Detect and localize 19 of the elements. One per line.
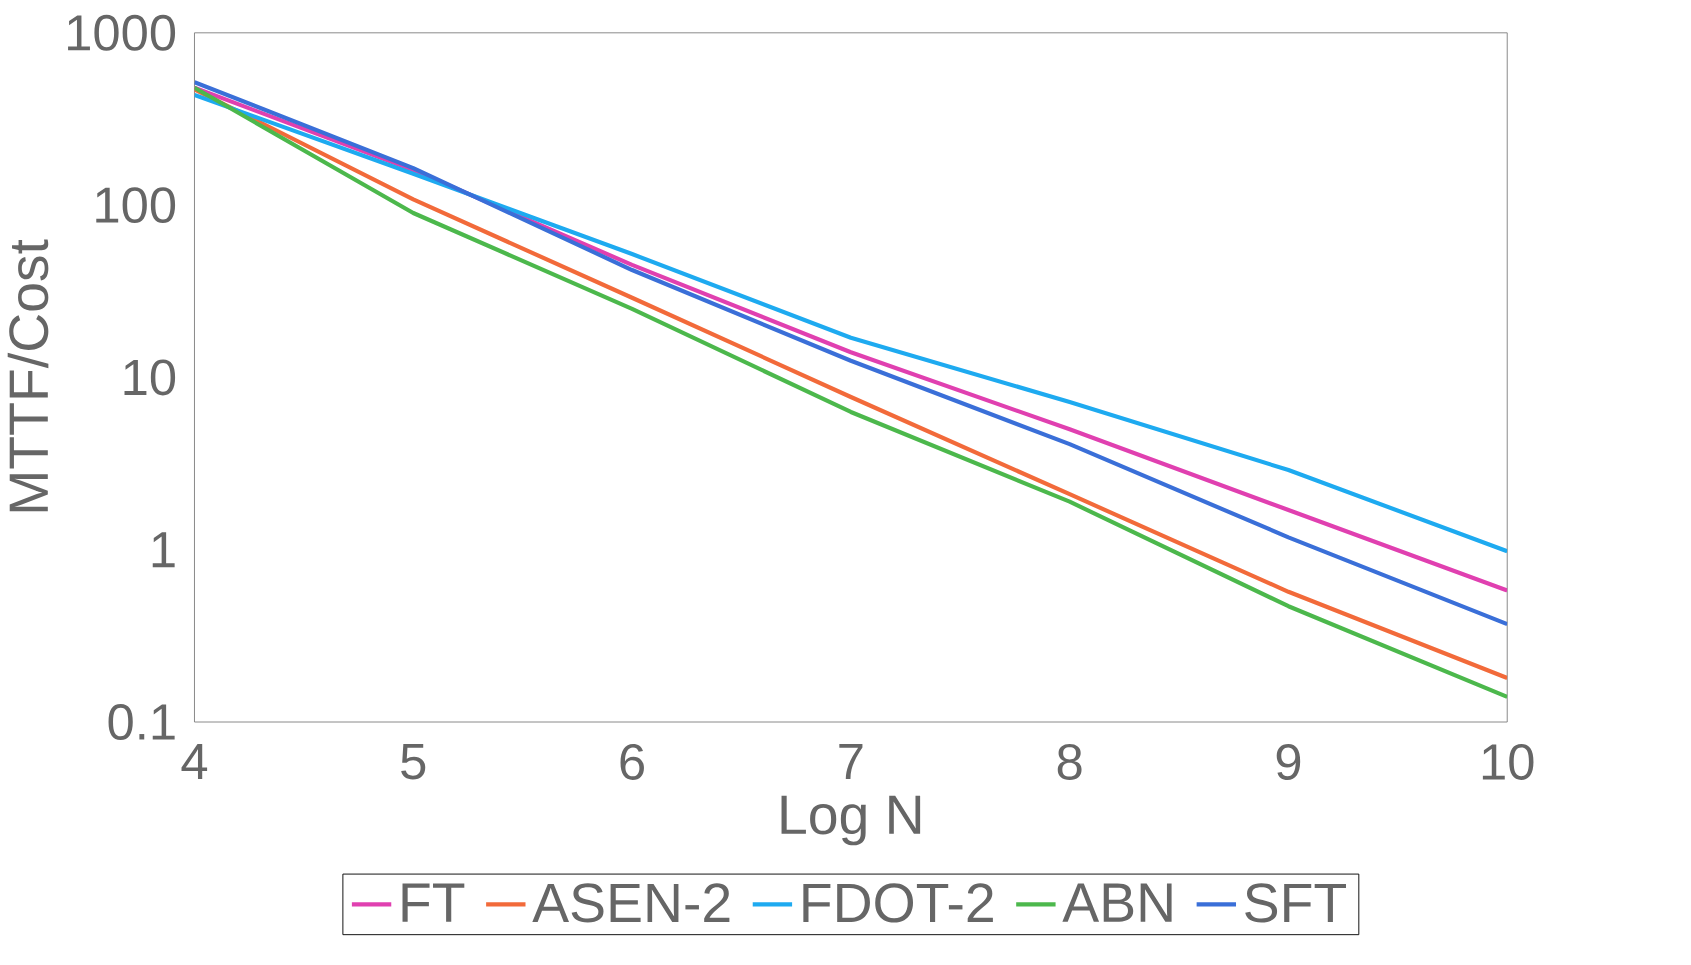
y-axis-title: MTTF/Cost bbox=[7, 239, 49, 512]
legend-label: ASEN-2 bbox=[532, 883, 730, 923]
y-tick-label: 1000 bbox=[68, 14, 176, 51]
y-tick-label: 0.1 bbox=[108, 704, 175, 741]
y-tick-label: 10 bbox=[124, 359, 176, 396]
legend-label: ABN bbox=[1062, 883, 1172, 922]
x-tick-label: 9 bbox=[1276, 744, 1301, 781]
y-tick-label: 100 bbox=[96, 187, 176, 224]
x-tick-label: 4 bbox=[181, 744, 208, 779]
x-axis-title: Log N bbox=[781, 795, 921, 846]
x-tick-label: 5 bbox=[401, 744, 426, 780]
x-tick-label: 10 bbox=[1482, 744, 1534, 781]
legend-label: FT bbox=[402, 883, 465, 922]
x-tick-label: 7 bbox=[839, 744, 863, 779]
legend-label: SFT bbox=[1245, 883, 1346, 923]
x-tick-label: 8 bbox=[1057, 744, 1082, 781]
x-tick-label: 6 bbox=[620, 744, 644, 781]
legend-label: FDOT-2 bbox=[803, 883, 993, 923]
y-tick-label: 1 bbox=[152, 532, 175, 568]
